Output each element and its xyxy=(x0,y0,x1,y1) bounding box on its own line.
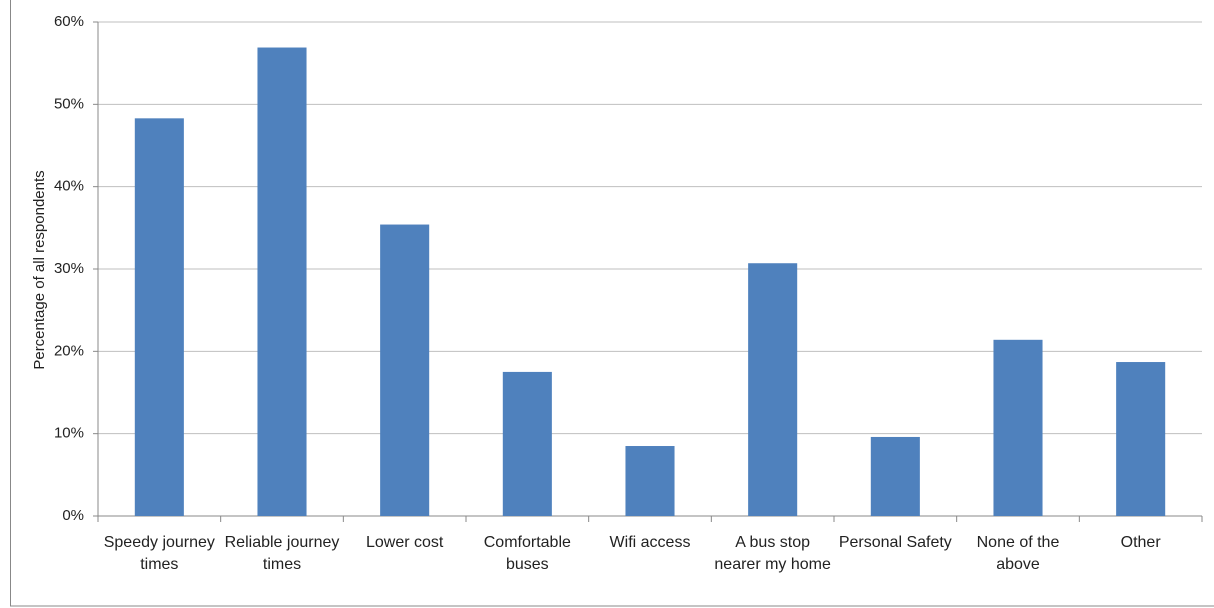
x-tick-label: Comfortable buses xyxy=(483,534,571,573)
x-tick-label: Reliable journey times xyxy=(224,534,340,573)
bar xyxy=(134,118,184,516)
y-tick-label: 30% xyxy=(54,260,84,277)
bar xyxy=(257,47,307,516)
bar xyxy=(380,224,430,517)
x-tick-label: Speedy journey times xyxy=(103,534,215,573)
y-tick-label: 60% xyxy=(54,13,84,30)
bar xyxy=(1116,362,1166,516)
bar xyxy=(625,446,675,516)
x-tick-label: Lower cost xyxy=(365,534,444,551)
bar xyxy=(748,263,798,516)
x-tick-label: A bus stop nearer my home xyxy=(714,534,831,573)
x-tick-label: Wifi access xyxy=(609,534,691,551)
y-tick-label: 40% xyxy=(54,178,84,195)
y-tick-label: 20% xyxy=(54,342,84,359)
x-tick-label: None of the above xyxy=(976,534,1060,573)
bar xyxy=(870,436,920,516)
bar xyxy=(502,371,552,516)
y-axis-label: Percentage of all respondents xyxy=(31,170,48,369)
x-tick-label: Other xyxy=(1120,534,1161,551)
y-tick-label: 0% xyxy=(62,507,84,524)
x-tick-label: Personal Safety xyxy=(838,534,952,551)
bar xyxy=(993,339,1043,516)
y-tick-label: 10% xyxy=(54,425,84,442)
chart-frame xyxy=(10,0,1214,607)
y-tick-label: 50% xyxy=(54,95,84,112)
